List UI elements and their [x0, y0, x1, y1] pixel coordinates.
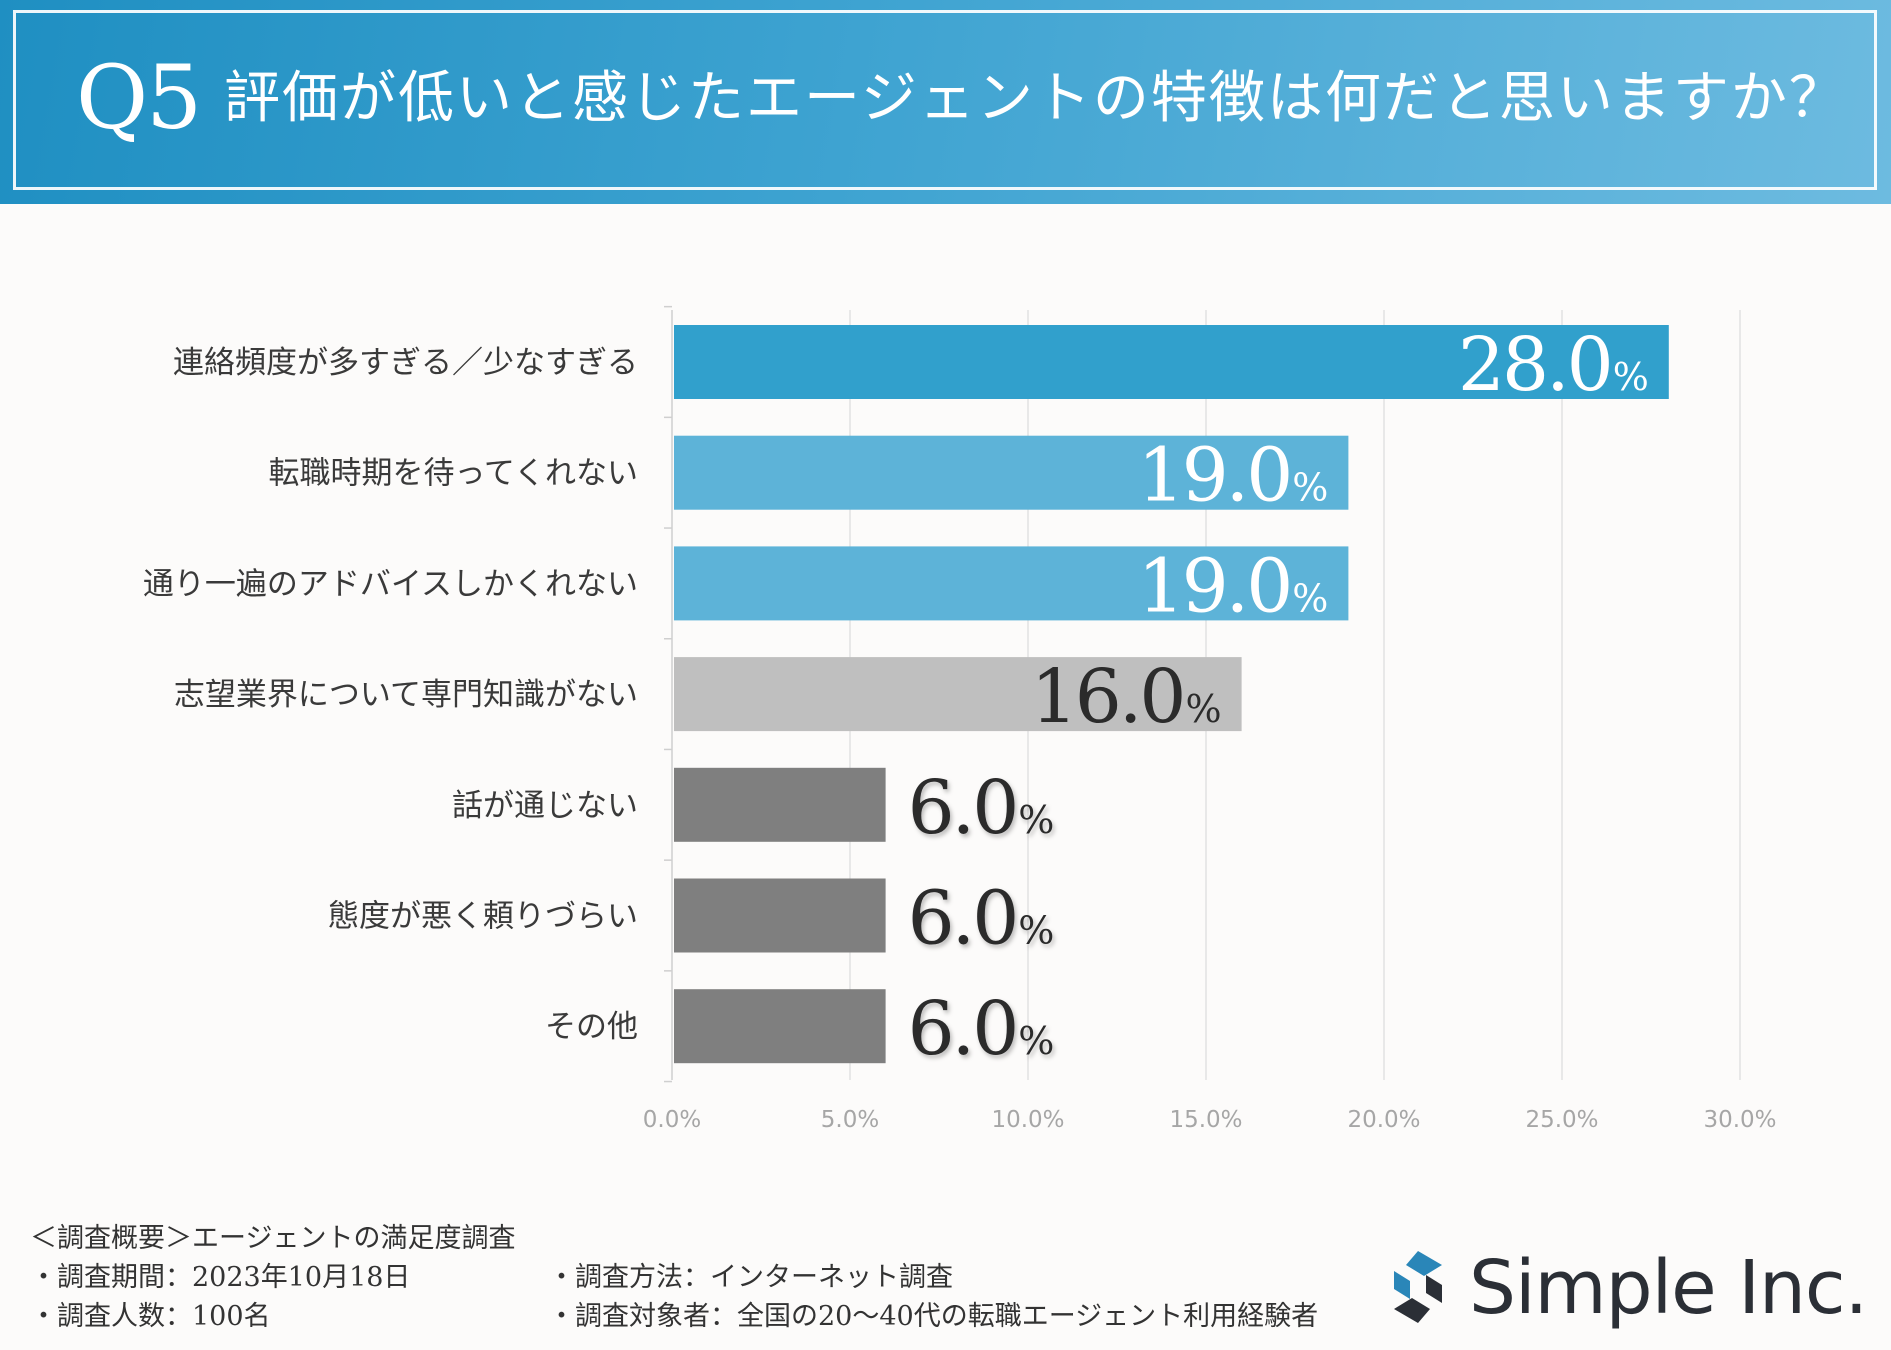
data-label-unit: % [1018, 909, 1054, 953]
bar [674, 325, 1669, 399]
x-tick-label: 5.0% [821, 1107, 879, 1133]
bar [674, 657, 1242, 732]
survey-method: ・調査方法：インターネット調査 [548, 1262, 953, 1293]
bar [674, 767, 886, 842]
bar [674, 435, 1349, 510]
x-tick-label: 25.0% [1525, 1107, 1598, 1133]
header-banner: Q5 評価が低いと感じたエージェントの特徴は何だと思いますか？ [0, 0, 1891, 204]
data-label-value: 6.0 [908, 765, 1017, 851]
data-label-unit: % [1292, 466, 1328, 510]
x-tick-label: 15.0% [1169, 1107, 1242, 1133]
data-label: 16.0% [1031, 654, 1222, 740]
bar [674, 989, 886, 1064]
bar [674, 546, 1349, 621]
company-logo: Simple Inc. [1380, 1243, 1868, 1333]
data-label: 28.0% [1458, 322, 1649, 408]
survey-count: ・調査人数：100名 [30, 1301, 271, 1332]
category-label: 話が通じない [452, 788, 638, 824]
data-label-value: 19.0 [1138, 543, 1291, 629]
data-label-unit: % [1018, 1019, 1054, 1063]
question-label: Q5 [76, 46, 202, 149]
x-tick-label: 0.0% [643, 1107, 701, 1133]
data-label: 6.0% [908, 765, 1055, 851]
x-tick-label: 30.0% [1703, 1107, 1776, 1133]
x-tick-label: 10.0% [991, 1107, 1064, 1133]
survey-target: ・調査対象者：全国の20～40代の転職エージェント利用経験者 [548, 1301, 1319, 1332]
x-tick-label: 20.0% [1347, 1107, 1420, 1133]
data-label-unit: % [1292, 576, 1328, 620]
data-label: 19.0% [1138, 543, 1329, 629]
company-name: Simple Inc. [1469, 1245, 1868, 1331]
category-label: 連絡頻度が多すぎる／少なすぎる [173, 345, 638, 381]
category-label: 通り一遍のアドバイスしかくれない [143, 566, 638, 602]
bar-chart: 0.0% 5.0% 10.0% 15.0% 20.0% 25.0% 30.0% 連絡頻度が多す… [143, 305, 1777, 1133]
category-label: その他 [545, 1009, 638, 1045]
survey-overview: ＜調査概要＞エージェントの満足度調査 [30, 1223, 516, 1254]
survey-period: ・調査期間：2023年10月18日 [30, 1262, 411, 1293]
header-frame [13, 10, 1877, 190]
data-label-unit: % [1613, 355, 1649, 399]
data-label-value: 19.0 [1138, 433, 1291, 519]
chart-title: 評価が低いと感じたエージェントの特徴は何だと思いますか？ [224, 66, 1847, 131]
bar [674, 878, 886, 953]
data-label-unit: % [1185, 687, 1221, 731]
data-label-value: 6.0 [908, 876, 1017, 962]
data-label-value: 6.0 [908, 986, 1017, 1072]
data-label: 6.0% [908, 876, 1055, 962]
data-label-value: 28.0 [1458, 322, 1611, 408]
category-label: 転職時期を待ってくれない [268, 456, 638, 492]
data-label: 19.0% [1138, 433, 1329, 519]
simple-logo-icon [1394, 1251, 1442, 1323]
data-label: 6.0% [908, 986, 1055, 1072]
data-label-unit: % [1018, 798, 1054, 842]
data-label-value: 16.0 [1031, 654, 1184, 740]
category-label: 態度が悪く頼りづらい [328, 899, 638, 935]
category-label: 志望業界について専門知識がない [174, 677, 638, 713]
